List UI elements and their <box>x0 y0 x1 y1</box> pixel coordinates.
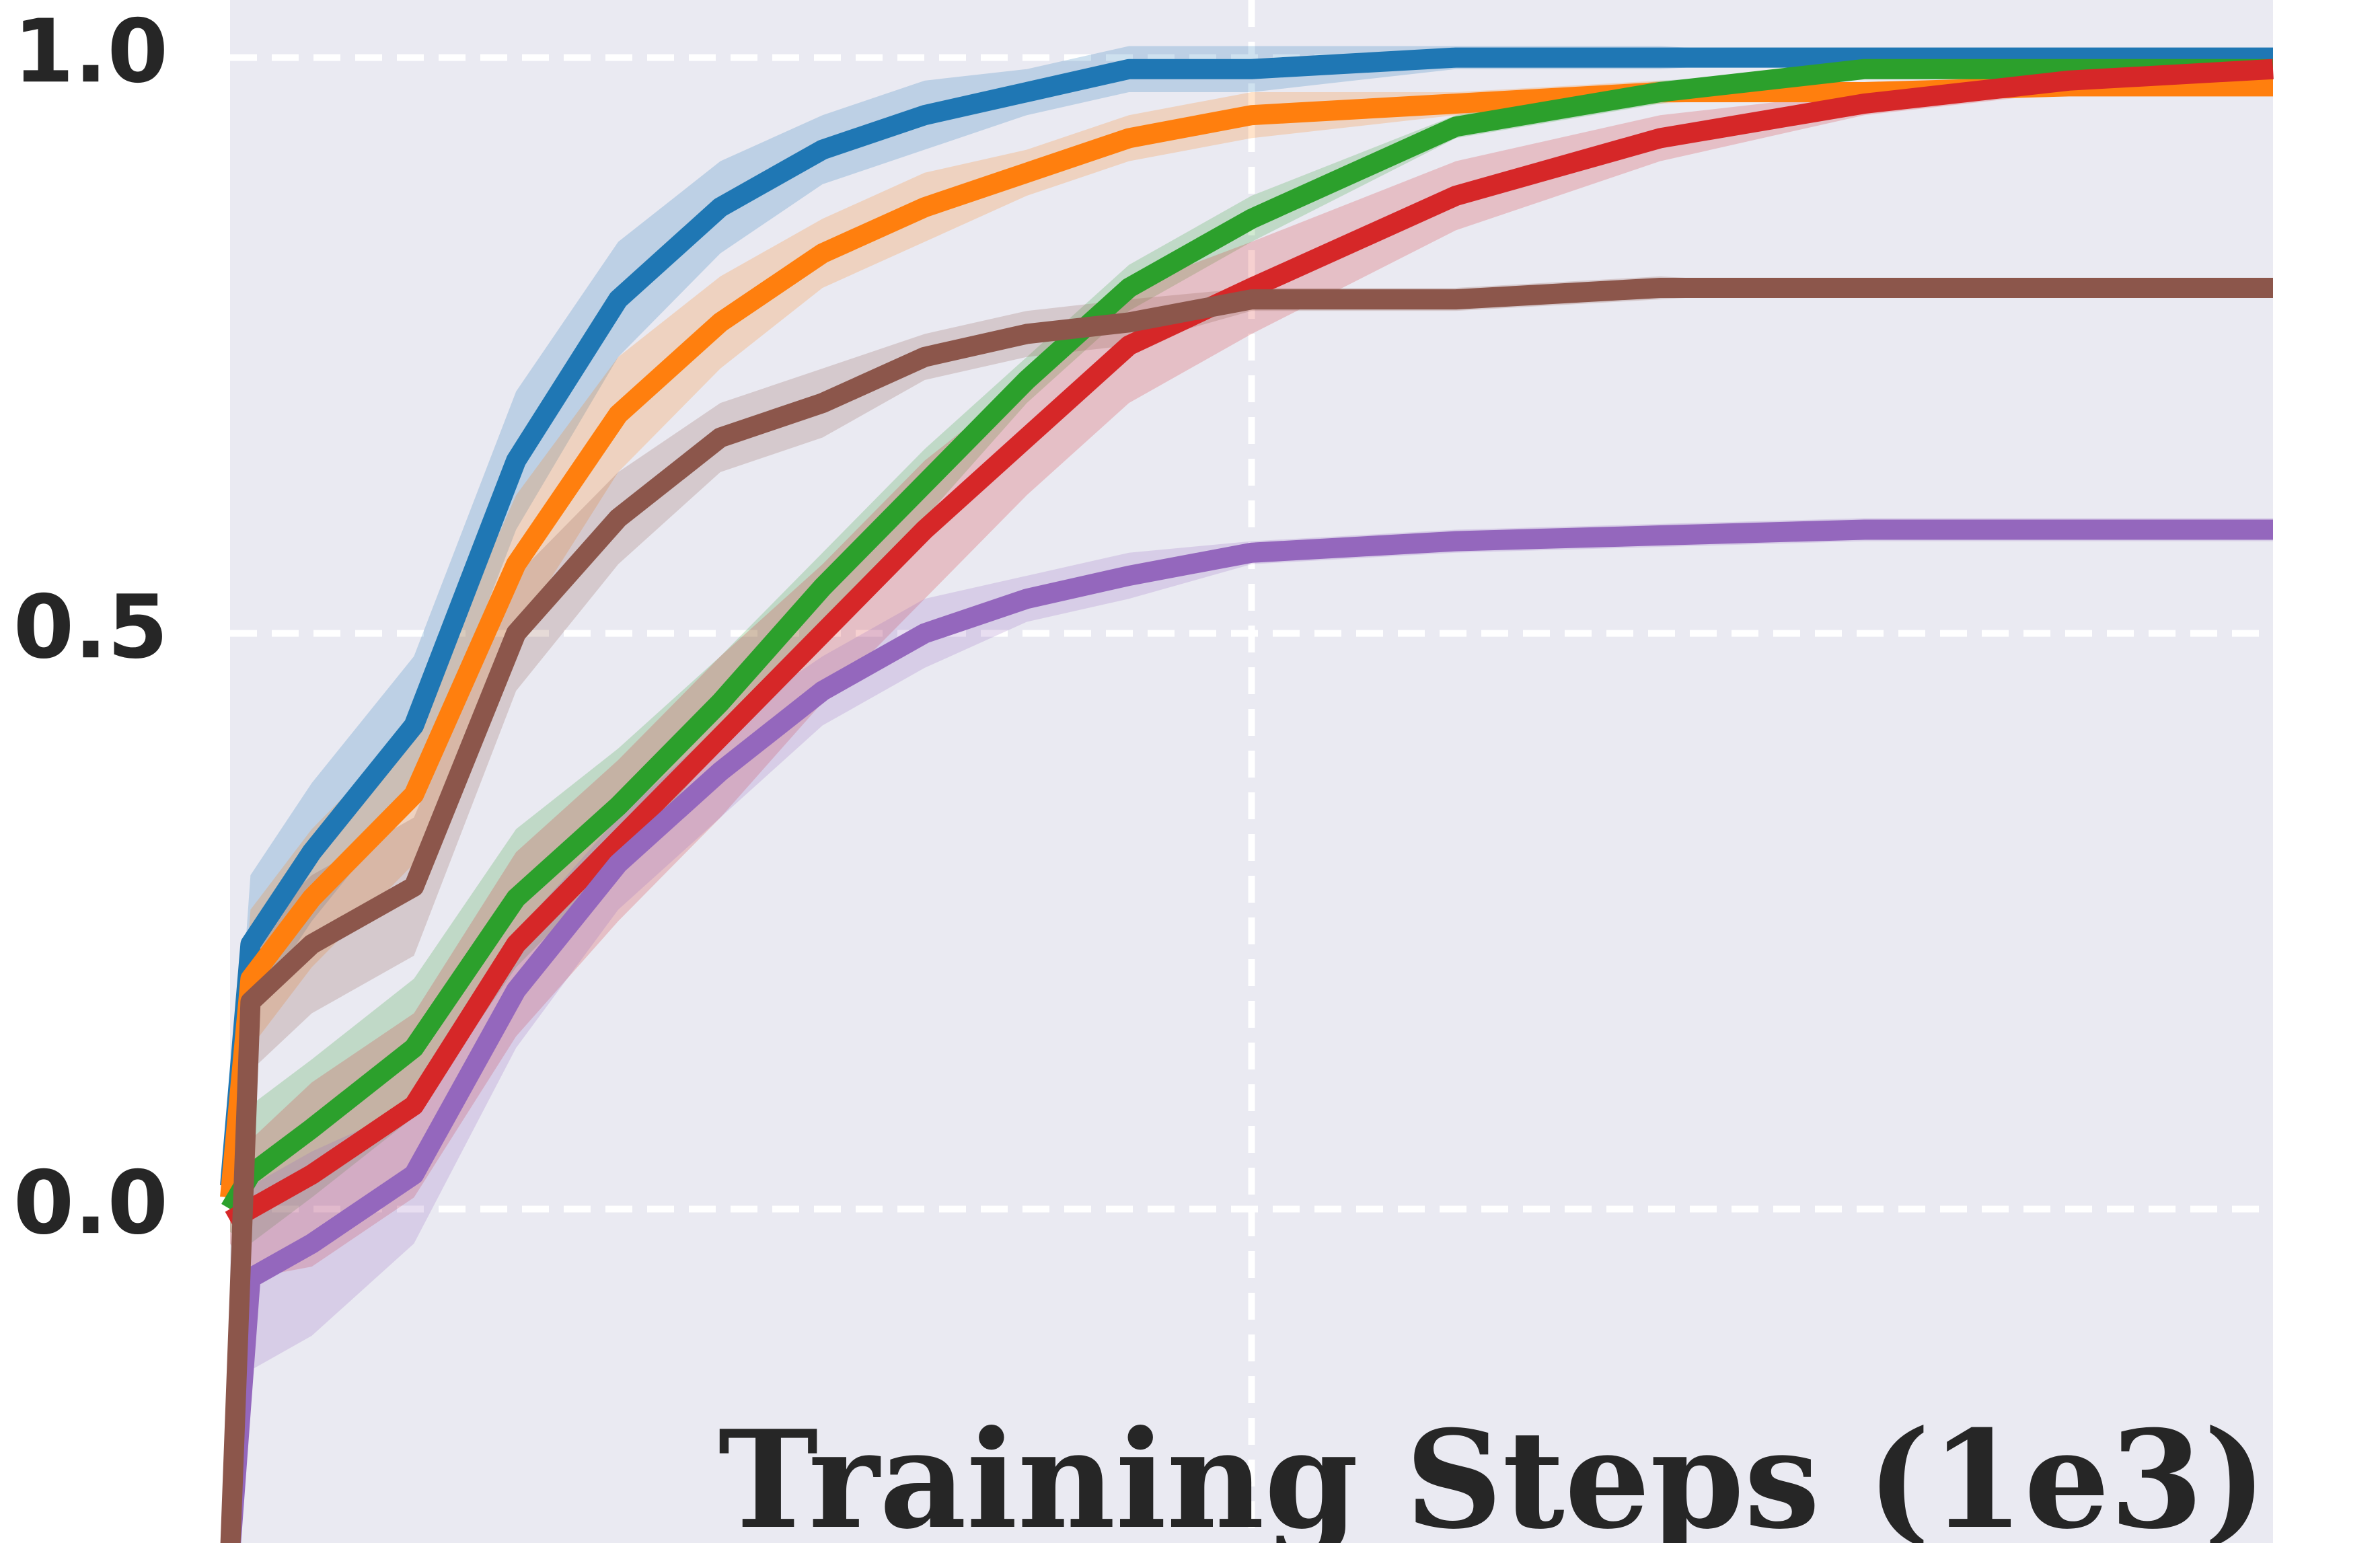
series-line <box>220 47 2273 1187</box>
series-line <box>225 59 2274 1230</box>
x-axis-label: Training Steps (1e3) <box>718 1401 2267 1543</box>
y-tick-label: 1.0 <box>13 0 168 102</box>
series-line <box>221 519 2273 1543</box>
lines <box>220 47 2274 1543</box>
series-line <box>221 59 2273 1215</box>
error-band <box>230 518 2273 1543</box>
grid <box>230 0 2273 1543</box>
labels: 0.0 0.5 1.0 <box>13 0 168 1254</box>
y-tick-label: 0.5 <box>13 576 168 678</box>
series-line <box>220 277 2273 1543</box>
y-tick-label: 0.0 <box>13 1152 168 1254</box>
